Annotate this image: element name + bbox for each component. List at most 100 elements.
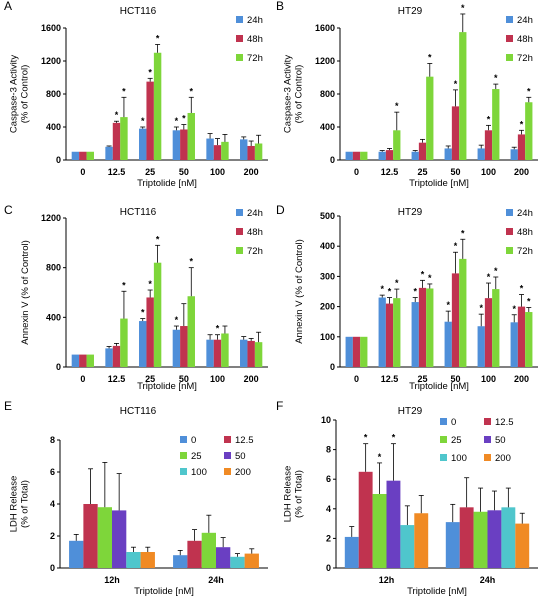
bar [426,76,434,160]
x-tick-label: 200 [514,167,529,177]
legend-label: 25 [191,451,202,462]
x-axis-label: Triptolide [nM] [137,178,197,189]
y-tick-label: 4 [326,504,331,514]
x-tick-label: 12.5 [108,374,126,384]
bar [254,342,263,367]
significance-star: * [428,52,432,62]
bar [213,339,222,367]
y-tick-label: 1200 [315,56,335,66]
bar [180,129,188,160]
panel-letter: F [276,399,283,413]
significance-star: * [388,287,392,297]
legend-label: 24h [247,15,263,26]
bar [418,287,427,367]
significance-star: * [115,110,119,120]
y-tick-label: 400 [320,122,335,132]
x-axis-label: Triptolide [nM] [407,586,467,597]
panel-letter: E [4,399,12,413]
y-tick-label: 0 [56,155,61,165]
bar [344,536,359,568]
bar [120,117,128,160]
bar [459,258,467,367]
x-tick-label: 50 [179,167,189,177]
significance-star: * [395,278,399,288]
x-tick-label: 12h [379,575,395,585]
panel-f: F HT29 0 2 4 6 8 10 LDH Release (% of Total) Tript… [276,399,538,597]
significance-star: * [175,315,179,325]
bar [105,348,113,367]
significance-star: * [494,266,498,276]
bar [230,556,245,568]
y-axis-label: LDH Release [9,476,20,533]
bar [244,553,259,568]
bar [112,510,127,568]
y-tick-label: 0 [330,362,335,372]
x-tick-label: 25 [417,374,427,384]
bar [112,122,121,160]
bar [240,339,248,367]
bar [517,134,526,160]
y-axis-label: Annexin V (% of Control) [294,239,305,344]
legend-label: 48h [517,34,533,45]
x-tick-label: 50 [179,374,189,384]
bar [146,81,154,160]
bar [139,321,147,367]
legend-swatch [236,35,243,42]
y-axis-label: Annexin V (% of Control) [20,240,31,345]
bar [172,329,181,367]
legend-swatch [224,436,231,443]
bar [378,297,386,367]
bar [451,273,460,367]
bar [216,547,231,568]
panel-title: HT29 [398,207,423,218]
y-tick-label: 0 [50,563,55,573]
bar [180,326,188,367]
y-axis-label: (% of Total) [20,480,31,528]
significance-star: * [413,287,417,297]
significance-star: * [122,280,126,290]
significance-star: * [512,304,516,314]
bar [187,540,202,568]
x-tick-label: 100 [481,374,496,384]
bar [71,354,80,367]
legend-label: 24h [517,15,533,26]
legend-swatch [236,228,243,235]
legend-swatch [236,209,243,216]
significance-star: * [487,114,491,124]
legend-swatch [484,436,491,443]
x-tick-label: 0 [80,167,85,177]
y-tick-label: 4 [50,499,55,509]
bar [525,312,533,367]
panel-title: HT29 [398,6,423,17]
x-tick-label: 0 [80,374,85,384]
bar [459,32,467,160]
bar [221,333,229,367]
x-tick-label: 24h [208,575,224,585]
significance-star: * [156,234,160,244]
significance-star: * [454,241,458,251]
bar [86,354,94,367]
legend-label: 72h [517,246,533,257]
significance-star: * [392,433,396,443]
bar [444,148,452,160]
x-tick-label: 50 [450,167,460,177]
legend-label: 24h [517,208,533,219]
bar [484,298,493,367]
significance-star: * [428,273,432,283]
legend-swatch [180,468,187,475]
panel-title: HT29 [398,406,423,417]
bar [187,112,195,160]
bar [201,532,216,568]
legend-label: 25 [451,435,462,446]
legend-label: 72h [517,53,533,64]
bar [206,339,214,367]
bar [385,303,394,367]
legend-swatch [236,16,243,23]
legend-swatch [440,418,447,425]
y-tick-label: 10 [321,415,331,425]
significance-star: * [454,79,458,89]
bar [487,510,502,568]
x-tick-label: 100 [210,374,225,384]
y-tick-label: 800 [46,263,61,273]
